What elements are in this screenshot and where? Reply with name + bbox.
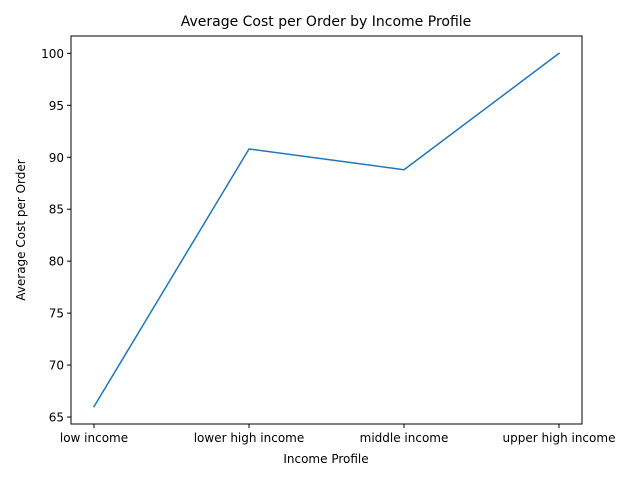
y-tick-label: 100 <box>41 47 64 61</box>
x-tick-label: upper high income <box>503 431 616 445</box>
x-axis-label: Income Profile <box>283 452 368 466</box>
y-tick-label: 70 <box>49 359 64 373</box>
x-tick-label: middle income <box>360 431 449 445</box>
y-tick-label: 85 <box>49 203 64 217</box>
x-axis: low income lower high income middle income… <box>60 424 616 445</box>
y-tick-label: 80 <box>49 255 64 269</box>
x-tick-label: lower high income <box>194 431 305 445</box>
y-tick-label: 90 <box>49 151 64 165</box>
plot-area <box>92 52 561 408</box>
y-tick-label: 95 <box>49 99 64 113</box>
y-axis-label: Average Cost per Order <box>14 159 28 301</box>
series-line <box>92 52 561 408</box>
y-tick-label: 65 <box>49 411 64 425</box>
chart-title: Average Cost per Order by Income Profile <box>181 14 472 30</box>
axes-frame <box>70 35 583 425</box>
x-tick-label: low income <box>60 431 128 445</box>
y-tick-label: 75 <box>49 307 64 321</box>
y-axis: 65 70 75 80 85 90 95 100 <box>41 47 71 425</box>
